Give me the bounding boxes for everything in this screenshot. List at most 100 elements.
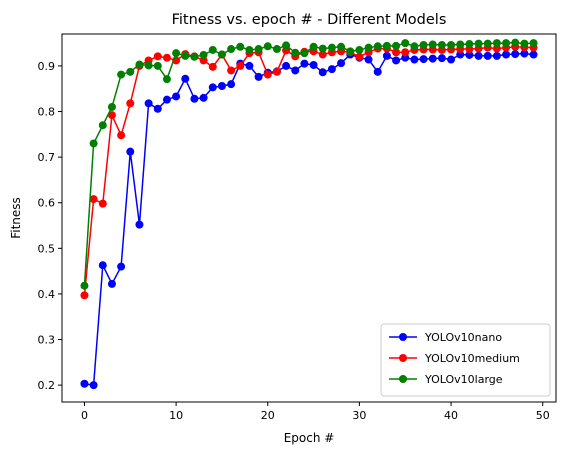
- data-point-yolov10large: [447, 40, 456, 49]
- x-tick-label: 20: [261, 409, 275, 422]
- data-point-yolov10nano: [153, 104, 162, 113]
- data-point-yolov10large: [428, 40, 437, 49]
- y-axis-ticks: 0.2 0.3 0.4 0.5 0.6 0.7 0.8 0.9: [38, 60, 62, 392]
- data-point-yolov10large: [474, 39, 483, 48]
- data-point-yolov10large: [245, 45, 254, 54]
- data-point-yolov10large: [272, 45, 281, 54]
- data-point-yolov10large: [236, 42, 245, 51]
- data-point-yolov10large: [327, 43, 336, 52]
- data-point-yolov10large: [529, 39, 538, 48]
- data-point-yolov10large: [144, 61, 153, 70]
- data-point-yolov10medium: [199, 56, 208, 65]
- data-point-yolov10large: [355, 45, 364, 54]
- data-point-yolov10nano: [511, 50, 520, 59]
- data-point-yolov10nano: [107, 279, 116, 288]
- data-point-yolov10large: [300, 49, 309, 58]
- data-point-yolov10large: [382, 41, 391, 50]
- y-axis-label: Fitness: [9, 197, 23, 239]
- data-point-yolov10nano: [300, 59, 309, 68]
- series-line-yolov10medium: [83, 46, 534, 296]
- data-point-yolov10nano: [291, 66, 300, 75]
- y-tick-label: 0.6: [38, 197, 56, 210]
- data-point-yolov10large: [199, 50, 208, 59]
- data-point-yolov10medium: [162, 53, 171, 62]
- legend-swatch-marker: [399, 375, 407, 383]
- data-point-yolov10large: [437, 40, 446, 49]
- legend-swatch-marker: [399, 333, 407, 341]
- x-tick-label: 0: [81, 409, 88, 422]
- legend-label: YOLOv10large: [424, 373, 503, 386]
- data-point-yolov10large: [465, 40, 474, 49]
- x-tick-label: 40: [444, 409, 458, 422]
- data-point-yolov10large: [162, 75, 171, 84]
- series-yolov10large: [80, 38, 538, 290]
- data-point-yolov10large: [190, 52, 199, 61]
- data-point-yolov10medium: [236, 61, 245, 70]
- data-point-yolov10medium: [392, 48, 401, 57]
- chart-title: Fitness vs. epoch # - Different Models: [172, 12, 447, 28]
- legend-item-yolov10nano: YOLOv10nano: [389, 331, 502, 344]
- data-point-yolov10nano: [410, 55, 419, 64]
- data-point-yolov10large: [410, 42, 419, 51]
- data-point-yolov10large: [282, 41, 291, 50]
- series-yolov10medium: [80, 42, 538, 300]
- data-point-yolov10nano: [199, 93, 208, 102]
- data-point-yolov10nano: [456, 50, 465, 59]
- data-point-yolov10large: [511, 38, 520, 47]
- data-point-yolov10nano: [117, 262, 126, 271]
- x-tick-label: 10: [169, 409, 183, 422]
- data-point-yolov10large: [181, 51, 190, 60]
- data-point-yolov10nano: [144, 99, 153, 108]
- data-point-yolov10nano: [181, 74, 190, 83]
- y-tick-label: 0.7: [38, 151, 56, 164]
- data-point-yolov10large: [419, 40, 428, 49]
- data-point-yolov10nano: [419, 55, 428, 64]
- data-point-yolov10large: [107, 102, 116, 111]
- data-point-yolov10large: [520, 39, 529, 48]
- data-point-yolov10medium: [227, 66, 236, 75]
- legend: YOLOv10nano YOLOv10medium YOLOv10large: [380, 323, 551, 397]
- data-point-yolov10large: [492, 39, 501, 48]
- data-point-yolov10nano: [447, 55, 456, 64]
- data-point-yolov10medium: [263, 70, 272, 79]
- data-point-yolov10large: [373, 42, 382, 51]
- data-point-yolov10nano: [337, 59, 346, 68]
- data-point-yolov10large: [401, 39, 410, 48]
- data-point-yolov10nano: [126, 147, 135, 156]
- data-point-yolov10nano: [437, 54, 446, 63]
- data-point-yolov10large: [89, 139, 98, 148]
- data-point-yolov10medium: [401, 48, 410, 57]
- data-point-yolov10large: [117, 70, 126, 79]
- x-tick-label: 30: [352, 409, 366, 422]
- legend-label: YOLOv10medium: [424, 352, 520, 365]
- data-point-yolov10nano: [520, 49, 529, 58]
- data-point-yolov10medium: [107, 111, 116, 120]
- x-tick-label: 50: [536, 409, 550, 422]
- data-point-yolov10large: [172, 49, 181, 58]
- data-point-yolov10nano: [318, 68, 327, 77]
- data-point-yolov10medium: [492, 44, 501, 53]
- data-point-yolov10large: [456, 40, 465, 49]
- data-point-yolov10nano: [373, 67, 382, 76]
- data-point-yolov10nano: [502, 50, 511, 59]
- x-axis-label: Epoch #: [284, 431, 335, 445]
- data-point-yolov10large: [135, 60, 144, 69]
- data-point-yolov10medium: [272, 67, 281, 76]
- data-point-yolov10nano: [392, 56, 401, 65]
- legend-label: YOLOv10nano: [424, 331, 502, 344]
- data-point-yolov10nano: [428, 54, 437, 63]
- data-point-yolov10large: [309, 42, 318, 51]
- data-point-yolov10large: [217, 50, 226, 59]
- data-point-yolov10nano: [529, 50, 538, 59]
- data-point-yolov10large: [153, 61, 162, 70]
- data-point-yolov10nano: [364, 55, 373, 64]
- data-point-yolov10medium: [355, 52, 364, 61]
- plot-area-frame: [61, 33, 557, 403]
- data-point-yolov10large: [483, 39, 492, 48]
- data-point-yolov10large: [291, 48, 300, 57]
- y-tick-label: 0.9: [38, 60, 56, 73]
- data-point-yolov10nano: [382, 51, 391, 60]
- legend-swatch-marker: [399, 354, 407, 362]
- data-point-yolov10medium: [80, 291, 89, 300]
- data-point-yolov10nano: [135, 220, 144, 229]
